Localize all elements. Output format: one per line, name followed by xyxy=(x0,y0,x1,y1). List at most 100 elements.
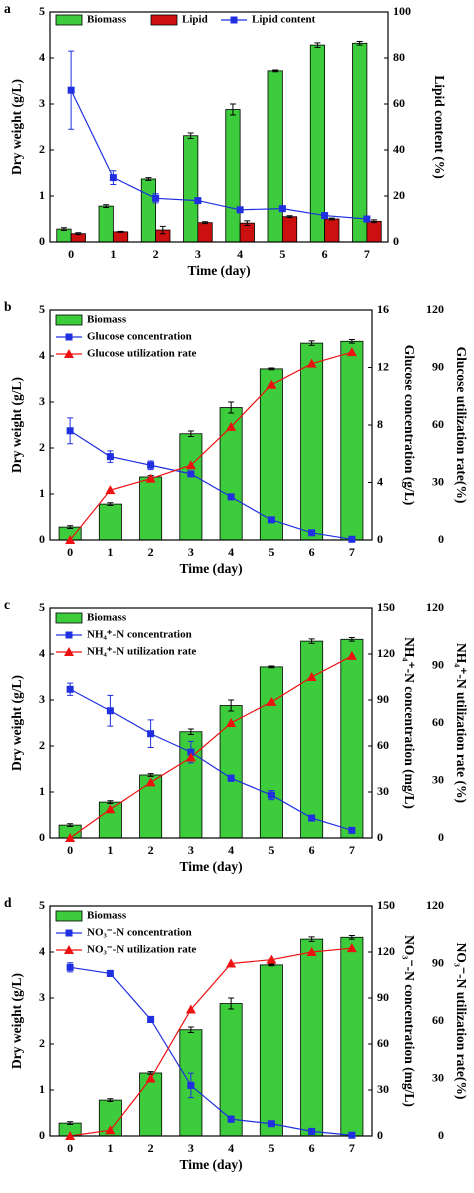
y-tick-label: 0 xyxy=(39,532,45,546)
y-tick-label: 3 xyxy=(39,990,45,1004)
legend-marker xyxy=(64,945,74,954)
panel-label: d xyxy=(4,895,12,910)
x-tick-label: 3 xyxy=(188,843,194,857)
error-bar xyxy=(103,204,110,208)
x-axis-title: Time (day) xyxy=(179,859,242,874)
error-bar xyxy=(348,934,355,940)
error-bar xyxy=(147,773,154,777)
y2-tick-label: 60 xyxy=(393,96,405,110)
legend-marker xyxy=(64,349,74,358)
y3-tick-label: 120 xyxy=(426,302,444,316)
error-bar xyxy=(60,227,67,231)
y3-tick-label: 90 xyxy=(432,657,444,671)
marker xyxy=(226,718,237,727)
legend-swatch xyxy=(55,910,83,922)
panel-label: a xyxy=(4,1,11,16)
legend-marker xyxy=(65,929,73,937)
legend-label: NO₃⁻-N utilization rate xyxy=(87,944,196,956)
y2-tick-label: 12 xyxy=(377,359,389,373)
marker xyxy=(145,473,156,483)
y2-tick-label: 60 xyxy=(377,738,389,752)
bar xyxy=(225,109,241,243)
marker xyxy=(106,707,114,715)
error-bar xyxy=(244,220,251,226)
x-tick-label: 7 xyxy=(349,545,355,559)
x-tick-label: 3 xyxy=(195,247,201,261)
legend-marker xyxy=(65,333,73,341)
marker xyxy=(227,493,235,501)
x-tick-label: 3 xyxy=(188,1141,194,1155)
x-tick-label: 2 xyxy=(148,545,154,559)
y-tick-label: 0 xyxy=(39,1128,45,1142)
legend-label: Biomass xyxy=(87,314,127,326)
y3-axis-title: NH₄⁺-N utilization rate (%) xyxy=(454,643,469,803)
y2-tick-label: 60 xyxy=(377,1036,389,1050)
marker xyxy=(185,460,196,470)
marker xyxy=(346,347,357,357)
y-axis-title: Dry weight (g/L) xyxy=(9,79,24,175)
x-tick-label: 1 xyxy=(107,1141,113,1155)
bar xyxy=(140,178,157,243)
y2-axis-title: NO₃⁻-N concentration (mg/L) xyxy=(402,935,417,1107)
marker xyxy=(348,1131,356,1139)
y-tick-label: 3 xyxy=(39,692,45,706)
marker xyxy=(226,958,237,968)
y-tick-label: 1 xyxy=(39,784,45,798)
marker xyxy=(267,1120,275,1128)
marker xyxy=(147,461,155,469)
y2-tick-label: 40 xyxy=(393,142,405,156)
marker xyxy=(65,1131,76,1140)
error-bar xyxy=(308,638,315,644)
marker xyxy=(267,791,275,799)
bar xyxy=(56,228,72,243)
legend-label: NH₄⁺-N utilization rate xyxy=(87,646,196,658)
legend-swatch xyxy=(55,314,83,326)
legend-marker xyxy=(230,16,238,24)
legend-swatch xyxy=(55,14,83,26)
y2-tick-label: 0 xyxy=(377,1128,383,1142)
marker xyxy=(185,752,196,762)
y2-axis-title: Glucose concentration (g/L) xyxy=(402,345,417,505)
y-tick-label: 2 xyxy=(39,738,45,752)
y2-axis-title: NH₄⁺-N concentration (mg/L) xyxy=(402,637,417,809)
x-tick-label: 0 xyxy=(67,843,73,857)
legend-swatch xyxy=(55,612,83,624)
y2-tick-label: 4 xyxy=(377,474,383,488)
x-axis-title: Time (day) xyxy=(179,561,242,576)
marker xyxy=(226,421,237,431)
legend-label: Lipid content xyxy=(252,14,316,26)
y3-tick-label: 90 xyxy=(432,955,444,969)
y-axis-title: Dry weight (g/L) xyxy=(9,377,24,473)
bar xyxy=(366,220,382,243)
legend-label: Glucose concentration xyxy=(87,331,192,343)
y2-tick-label: 150 xyxy=(377,898,395,912)
marker xyxy=(236,206,244,214)
marker xyxy=(321,212,329,220)
bar xyxy=(352,42,368,243)
error-bar xyxy=(286,215,293,219)
marker xyxy=(185,1004,196,1014)
x-tick-label: 5 xyxy=(268,545,274,559)
error-bar xyxy=(328,217,335,221)
x-tick-label: 1 xyxy=(107,843,113,857)
x-tick-label: 2 xyxy=(153,247,159,261)
marker xyxy=(306,947,317,956)
bar xyxy=(259,964,283,1137)
y3-tick-label: 0 xyxy=(438,532,444,546)
x-tick-label: 1 xyxy=(110,247,116,261)
bar xyxy=(324,218,340,243)
marker xyxy=(105,485,116,495)
y2-tick-label: 30 xyxy=(377,784,389,798)
error-bar xyxy=(75,232,82,236)
marker xyxy=(348,826,356,834)
marker xyxy=(266,954,277,964)
y2-tick-label: 90 xyxy=(377,692,389,706)
marker xyxy=(187,470,195,478)
line xyxy=(70,89,367,220)
marker xyxy=(348,535,356,543)
marker xyxy=(306,672,317,681)
